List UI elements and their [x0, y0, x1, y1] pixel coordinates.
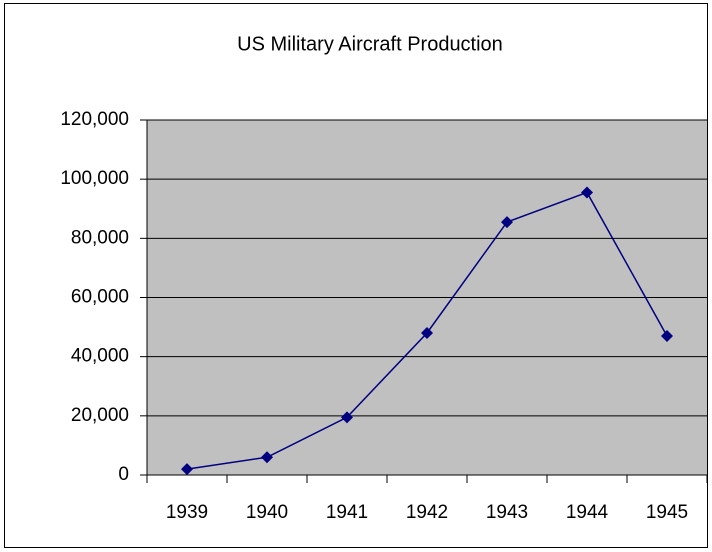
x-tick-label: 1942: [406, 502, 448, 523]
x-tick-label: 1940: [246, 502, 288, 523]
x-tick-label: 1944: [566, 502, 609, 523]
y-tick-label: 120,000: [60, 109, 129, 130]
x-tick-label: 1945: [646, 502, 688, 523]
x-tick-label: 1943: [486, 502, 528, 523]
y-tick-label: 20,000: [71, 405, 129, 426]
y-tick-label: 80,000: [71, 227, 129, 248]
marker: [261, 451, 273, 464]
marker: [341, 411, 353, 424]
marker: [661, 329, 673, 342]
chart-title: US Military Aircraft Production: [237, 33, 503, 55]
y-tick-label: 40,000: [71, 346, 129, 367]
y-tick-label: 60,000: [71, 287, 129, 308]
x-tick-label: 1939: [166, 502, 208, 523]
marker: [181, 463, 193, 476]
y-tick-label: 0: [118, 464, 129, 485]
marker: [421, 327, 433, 339]
marker: [501, 216, 513, 229]
marker: [581, 186, 593, 199]
x-tick-label: 1941: [326, 502, 368, 523]
y-tick-label: 100,000: [60, 168, 129, 189]
